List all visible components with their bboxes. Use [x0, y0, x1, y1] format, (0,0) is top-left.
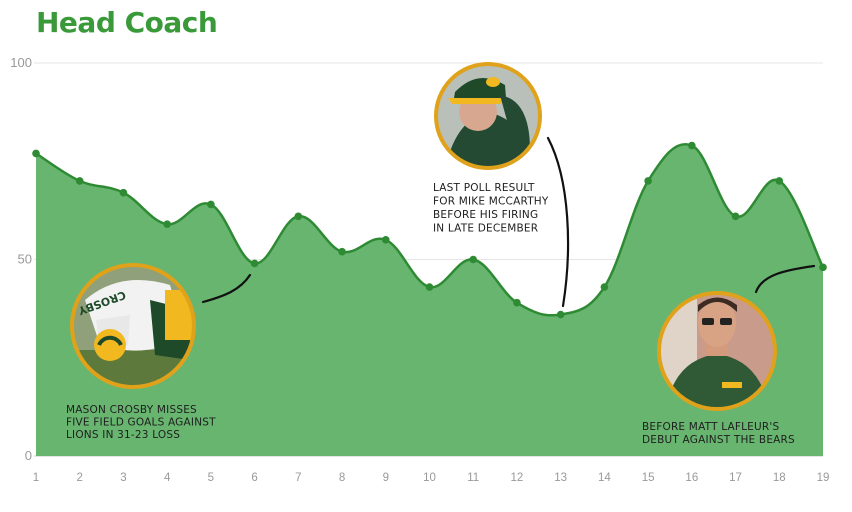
data-point — [338, 247, 346, 256]
data-point — [644, 177, 652, 185]
data-point — [819, 263, 827, 272]
data-point — [381, 236, 390, 244]
x-tick-label: 3 — [120, 472, 126, 484]
x-tick-label: 16 — [685, 472, 698, 484]
y-tick-label: 0 — [25, 448, 32, 463]
data-point — [207, 200, 215, 209]
annotation-connector — [201, 273, 252, 304]
annotation-crosby: CROSBY MASON CROSBY MISSES FIVE FIELD GO… — [66, 263, 252, 441]
data-point — [600, 283, 609, 291]
x-tick-label: 18 — [773, 472, 786, 484]
x-tick-label: 9 — [383, 472, 389, 484]
annotation-text: BEFORE MATT LAFLEUR'S DEBUT AGAINST THE … — [642, 421, 795, 446]
x-tick-label: 8 — [339, 472, 345, 484]
x-tick-label: 13 — [554, 472, 567, 484]
data-point — [250, 259, 259, 268]
data-point — [32, 149, 40, 158]
y-tick-label: 100 — [10, 55, 32, 70]
data-point — [469, 255, 478, 264]
data-point — [775, 177, 784, 185]
x-tick-label: 1 — [33, 472, 39, 484]
x-tick-label: 19 — [817, 472, 830, 484]
x-tick-label: 14 — [598, 472, 611, 484]
annotation-connector — [546, 136, 570, 308]
area-fill — [36, 144, 823, 457]
series-line — [35, 142, 825, 317]
data-point — [556, 310, 565, 319]
x-tick-label: 11 — [467, 472, 479, 484]
y-tick-label: 50 — [18, 252, 32, 267]
data-point — [731, 212, 740, 221]
coach-mccarthy-photo — [436, 64, 540, 168]
annotation-mccarthy: LAST POLL RESULT FOR MIKE MCCARTHY BEFOR… — [433, 62, 570, 308]
x-tick-label: 4 — [164, 472, 171, 484]
data-point — [513, 298, 521, 307]
data-point — [688, 141, 696, 150]
annotation-text: LAST POLL RESULT FOR MIKE MCCARTHY BEFOR… — [433, 182, 552, 235]
x-tick-label: 12 — [511, 472, 524, 484]
annotation-lafleur: BEFORE MATT LAFLEUR'S DEBUT AGAINST THE … — [642, 264, 816, 446]
annotation-text: MASON CROSBY MISSES FIVE FIELD GOALS AGA… — [66, 404, 219, 441]
data-point — [425, 283, 434, 291]
x-tick-label: 7 — [295, 472, 301, 484]
annotation-connector — [754, 264, 816, 294]
x-tick-label: 6 — [251, 472, 257, 484]
data-point — [163, 220, 171, 228]
data-point — [75, 177, 84, 185]
x-tick-label: 17 — [729, 472, 742, 484]
x-tick-label: 2 — [77, 472, 83, 484]
chart-title: Head Coach — [36, 6, 218, 39]
coach-lafleur-photo — [659, 293, 775, 409]
x-tick-label: 15 — [642, 472, 655, 484]
x-tick-label: 10 — [423, 472, 436, 484]
kicker-photo: CROSBY — [72, 265, 194, 387]
data-point — [119, 188, 128, 197]
x-tick-label: 5 — [208, 472, 214, 484]
data-point — [294, 212, 303, 221]
